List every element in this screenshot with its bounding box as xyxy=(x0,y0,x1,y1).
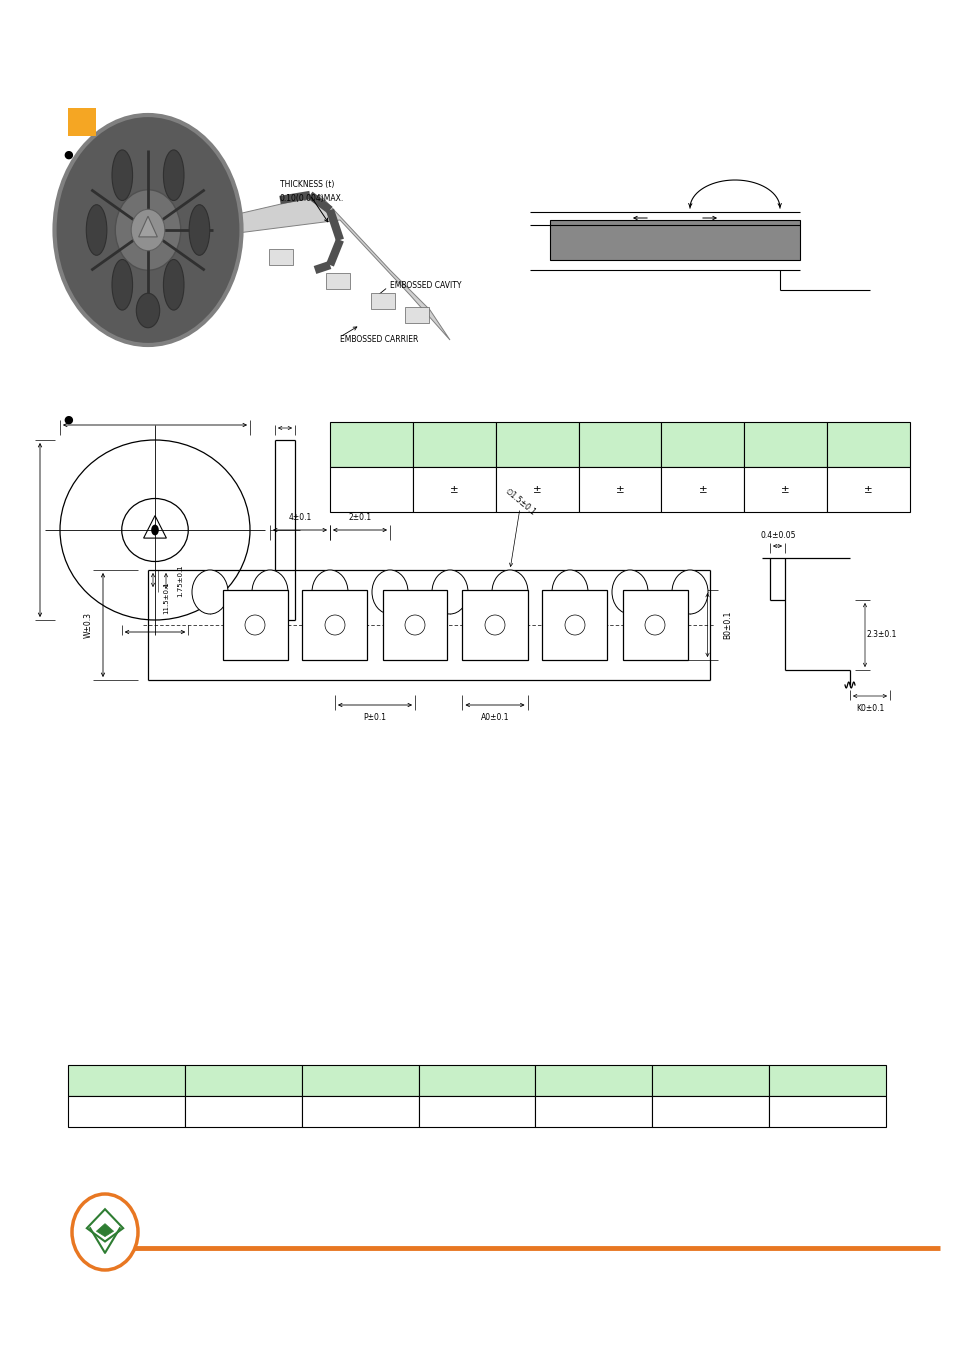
Ellipse shape xyxy=(163,150,184,200)
Ellipse shape xyxy=(86,205,107,255)
Polygon shape xyxy=(138,216,157,236)
Ellipse shape xyxy=(112,150,132,200)
Bar xyxy=(578,467,660,512)
Text: THICKNESS (t): THICKNESS (t) xyxy=(280,181,334,189)
Text: ±: ± xyxy=(615,485,623,494)
Bar xyxy=(68,1096,185,1127)
Bar xyxy=(269,250,293,265)
Bar xyxy=(413,467,496,512)
Bar xyxy=(405,307,429,323)
Bar xyxy=(622,590,687,661)
Bar xyxy=(660,467,743,512)
Bar xyxy=(743,422,826,467)
Ellipse shape xyxy=(552,570,587,613)
Bar xyxy=(768,1065,885,1096)
Text: EMBOSSED CARRIER: EMBOSSED CARRIER xyxy=(339,335,418,345)
Text: 1.75±0.1: 1.75±0.1 xyxy=(177,565,183,597)
Circle shape xyxy=(151,524,158,535)
Bar xyxy=(660,422,743,467)
Bar xyxy=(302,590,367,661)
Bar xyxy=(68,1065,185,1096)
Ellipse shape xyxy=(163,259,184,311)
Bar xyxy=(382,590,447,661)
Text: B0±0.1: B0±0.1 xyxy=(722,611,731,639)
Bar xyxy=(222,590,287,661)
Ellipse shape xyxy=(252,570,288,613)
Text: 0.4±0.05: 0.4±0.05 xyxy=(760,531,795,540)
Text: 2.3±0.1: 2.3±0.1 xyxy=(866,631,896,639)
Text: P±0.1: P±0.1 xyxy=(363,713,386,723)
Bar xyxy=(185,1065,301,1096)
Text: ±: ± xyxy=(533,485,541,494)
Ellipse shape xyxy=(54,115,241,345)
Ellipse shape xyxy=(136,293,159,328)
Text: ±: ± xyxy=(781,485,789,494)
Ellipse shape xyxy=(612,570,647,613)
Text: 0.10(0.004)MAX.: 0.10(0.004)MAX. xyxy=(280,193,344,203)
Bar xyxy=(68,108,96,136)
Bar xyxy=(330,467,413,512)
Bar xyxy=(768,1096,885,1127)
Bar xyxy=(418,1065,535,1096)
Polygon shape xyxy=(96,1224,113,1236)
Text: 2±0.1: 2±0.1 xyxy=(348,513,371,523)
Text: 11.5±0.1: 11.5±0.1 xyxy=(163,582,169,615)
Bar xyxy=(413,422,496,467)
Ellipse shape xyxy=(115,189,180,270)
Bar xyxy=(371,293,395,309)
Bar xyxy=(418,1096,535,1127)
Ellipse shape xyxy=(671,570,707,613)
Ellipse shape xyxy=(492,570,527,613)
Ellipse shape xyxy=(372,570,408,613)
Bar xyxy=(301,1065,418,1096)
Ellipse shape xyxy=(71,1194,138,1270)
Text: 4±0.1: 4±0.1 xyxy=(288,513,312,523)
Bar xyxy=(325,273,349,289)
Bar xyxy=(542,590,607,661)
Bar xyxy=(301,1096,418,1127)
Bar xyxy=(826,467,909,512)
Bar xyxy=(652,1065,768,1096)
Ellipse shape xyxy=(192,570,228,613)
Polygon shape xyxy=(209,195,450,340)
Ellipse shape xyxy=(189,205,210,255)
Ellipse shape xyxy=(312,570,348,613)
Text: W±0.3: W±0.3 xyxy=(84,612,92,638)
Bar xyxy=(578,422,660,467)
Bar xyxy=(652,1096,768,1127)
Text: K0±0.1: K0±0.1 xyxy=(855,704,883,712)
Bar xyxy=(185,1096,301,1127)
Bar xyxy=(330,422,413,467)
Text: ±: ± xyxy=(698,485,706,494)
Bar xyxy=(535,1096,652,1127)
Text: EMBOSSED CAVITY: EMBOSSED CAVITY xyxy=(390,281,461,289)
Ellipse shape xyxy=(131,209,165,251)
Bar xyxy=(535,1065,652,1096)
Text: ●: ● xyxy=(63,150,72,159)
Bar xyxy=(826,422,909,467)
Bar xyxy=(496,467,578,512)
Bar xyxy=(496,422,578,467)
Bar xyxy=(550,220,800,259)
Ellipse shape xyxy=(112,259,132,311)
Text: A0±0.1: A0±0.1 xyxy=(480,713,509,723)
Text: ∅1.5±0.1: ∅1.5±0.1 xyxy=(502,486,537,517)
Text: ●: ● xyxy=(63,415,72,426)
Text: ±: ± xyxy=(450,485,458,494)
Ellipse shape xyxy=(432,570,468,613)
Bar xyxy=(743,467,826,512)
Bar xyxy=(462,590,527,661)
Text: ±: ± xyxy=(863,485,872,494)
